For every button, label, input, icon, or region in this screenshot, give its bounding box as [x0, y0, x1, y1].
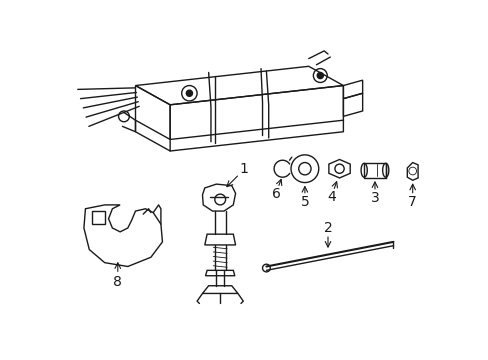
- Text: 7: 7: [407, 195, 416, 209]
- Circle shape: [317, 72, 323, 78]
- Text: 1: 1: [239, 162, 248, 176]
- Text: 2: 2: [323, 221, 332, 235]
- Text: 3: 3: [370, 191, 379, 205]
- Text: 8: 8: [113, 275, 122, 289]
- Circle shape: [186, 90, 192, 96]
- Text: 4: 4: [327, 190, 336, 204]
- Text: 5: 5: [300, 195, 308, 209]
- Text: 6: 6: [271, 187, 280, 201]
